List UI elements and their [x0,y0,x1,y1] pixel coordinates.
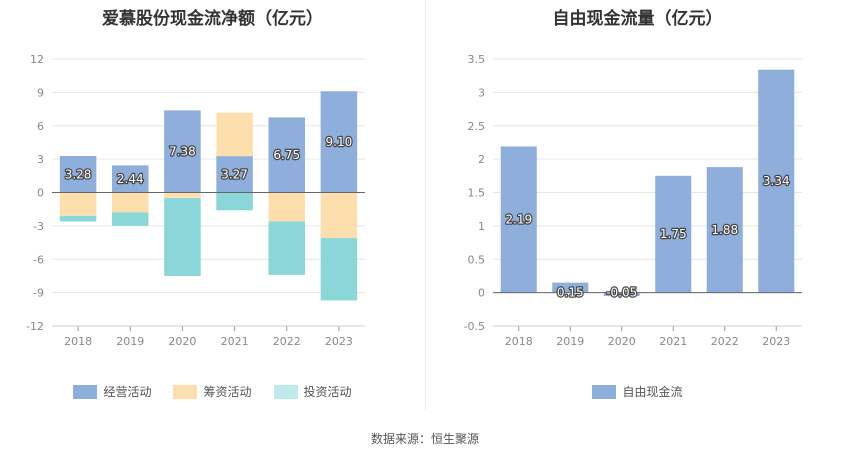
bar [59,156,97,193]
y-tick-label: 2 [478,153,485,166]
legend-item-investing[interactable]: 投资活动 [273,383,352,400]
bar [552,282,589,293]
data-label: 6.75 [273,148,300,162]
legend: 自由现金流 [425,383,850,400]
x-tick-label: 2022 [273,335,301,348]
data-label: 7.38 [169,144,196,158]
y-tick-label: -9 [33,287,44,300]
data-label: 2.44 [117,172,144,186]
legend-swatch [173,384,198,399]
data-label: 3.27 [221,167,248,181]
x-tick-label: 2021 [221,335,249,348]
bar [603,292,640,296]
y-tick-label: 12 [30,53,44,66]
bar [320,238,358,301]
bar [59,192,97,216]
data-label: 2.19 [505,213,532,227]
bar [111,212,149,226]
y-tick-label: -3 [33,220,44,233]
x-tick-label: 2022 [711,335,739,348]
x-tick-label: 2019 [116,335,144,348]
x-tick-label: 2018 [505,335,533,348]
legend-swatch [592,384,617,399]
y-tick-label: 0 [478,287,485,300]
bar [111,165,149,193]
x-tick-label: 2021 [659,335,687,348]
legend: 经营活动 筹资活动 投资活动 [0,383,425,400]
bar [164,192,201,199]
free-cash-flow-chart: 自由现金流量（亿元） 3.5 3 2.5 2 1.5 1 0.5 0 -0.5 2018 2019 2… [425,0,850,410]
bar [268,192,306,222]
bar [164,198,201,276]
x-tick-label: 2023 [325,335,353,348]
data-label: 0.15 [557,286,584,300]
y-tick-label: 9 [37,86,44,99]
bar [758,69,795,293]
legend-swatch [73,384,98,399]
data-label: 1.88 [711,223,738,237]
y-tick-label: 3.5 [468,53,486,66]
legend-swatch [273,384,298,399]
legend-label: 投资活动 [303,385,352,399]
x-tick-label: 2019 [556,335,584,348]
bar [216,112,253,157]
data-label: -0.05 [606,286,637,300]
panel-divider [425,0,426,410]
y-tick-label: -0.5 [464,320,485,333]
bar [706,167,743,293]
data-label: 3.34 [763,174,790,188]
y-tick-label: 0.5 [468,253,486,266]
bar [268,117,306,193]
data-label: 1.75 [660,227,687,241]
data-label: 9.10 [326,135,353,149]
y-tick-label: 3 [37,153,44,166]
x-tick-label: 2023 [762,335,790,348]
y-tick-label: 1 [478,220,485,233]
legend-label: 自由现金流 [622,385,683,399]
bar [320,192,358,239]
x-tick-label: 2020 [168,335,196,348]
legend-label: 经营活动 [103,385,152,399]
bar [164,110,201,193]
bar [500,146,537,293]
chart-title: 爱慕股份现金流净额（亿元） [102,9,323,29]
x-tick-label: 2020 [608,335,636,348]
y-tick-label: 1.5 [468,187,486,200]
y-tick-label: -12 [26,320,44,333]
legend-item-operating[interactable]: 经营活动 [73,383,151,400]
data-label: 3.28 [65,167,92,181]
data-source: 数据来源：恒生聚源 [370,432,479,446]
x-tick-label: 2018 [64,335,92,348]
y-tick-label: 2.5 [468,120,486,133]
free-cash-flow-plot: 3.5 3 2.5 2 1.5 1 0.5 0 -0.5 2018 2019 2020 2021 2022… [464,53,802,348]
legend-label: 筹资活动 [203,385,252,399]
legend-item-financing[interactable]: 筹资活动 [173,383,252,400]
cash-flow-net-chart: 爱慕股份现金流净额（亿元） 12 9 6 3 0 -3 -6 -9 -12 2018 2019 202… [0,0,425,410]
y-tick-label: 0 [37,187,44,200]
legend-item-free-cash-flow[interactable]: 自由现金流 [592,383,683,400]
bar [216,192,253,211]
bar [655,175,692,293]
bar [216,156,253,193]
y-tick-label: 6 [37,120,44,133]
bar [320,91,358,193]
bar [59,215,97,222]
bar [111,192,149,213]
y-tick-label: -6 [33,253,44,266]
y-tick-label: 3 [478,86,485,99]
cash-flow-net-plot: 12 9 6 3 0 -3 -6 -9 -12 2018 2019 2020 2021 2022 2023 3… [26,53,365,348]
chart-title: 自由现金流量（亿元） [552,9,723,29]
bar [268,221,306,275]
